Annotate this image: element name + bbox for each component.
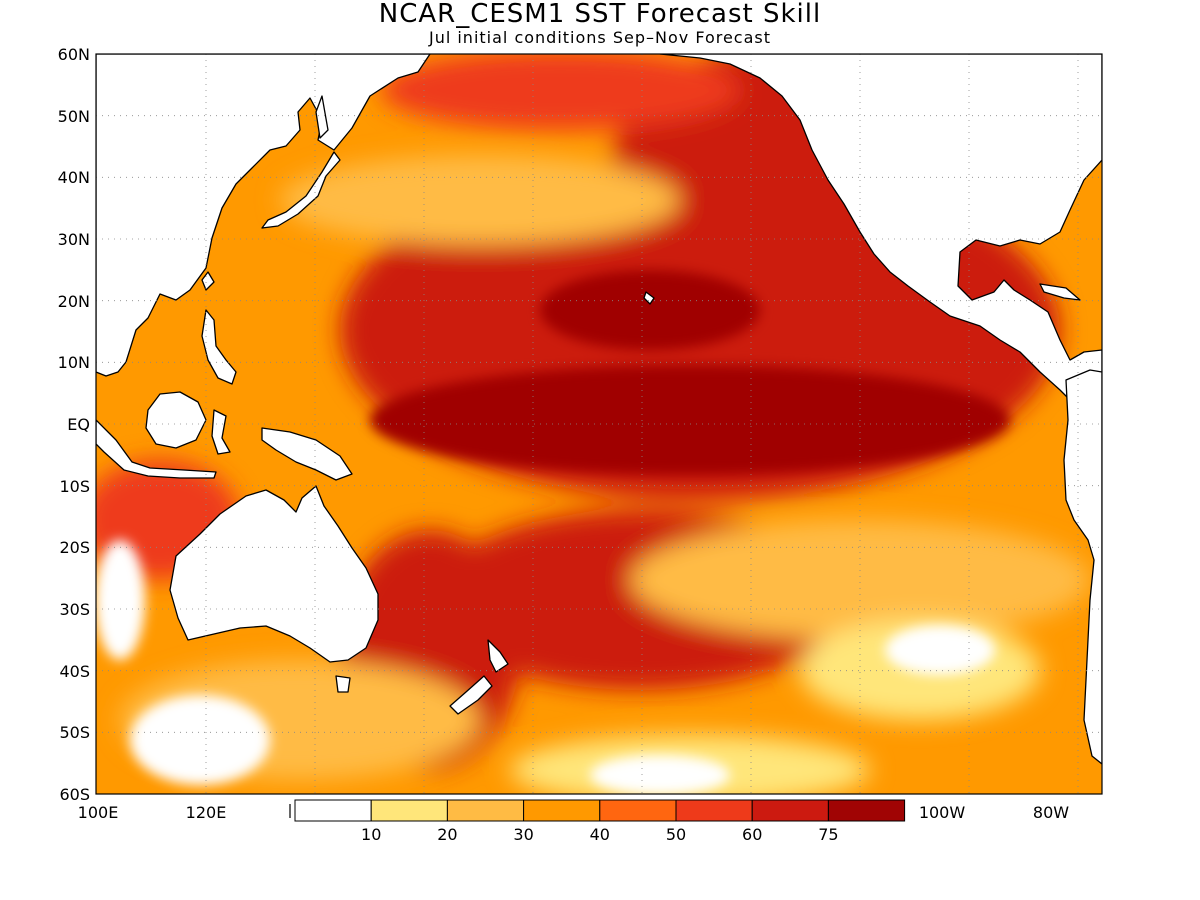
lon-tick-label: 100W — [919, 803, 966, 822]
new-guinea-land — [261, 427, 353, 481]
colorbar-label: 60 — [742, 825, 762, 844]
lat-tick-label: 30S — [59, 600, 90, 619]
lat-axis: 60N 50N 40N 30N 20N 10N EQ 10S 20S 30S 4… — [58, 45, 90, 804]
lat-tick-label: 50N — [58, 107, 90, 126]
lon-axis: 100E 120E 100W 80W — [78, 803, 1070, 822]
skill-peak-hawaii — [540, 270, 760, 350]
japan-land — [261, 151, 341, 229]
australia-land — [169, 485, 379, 663]
lat-tick-label: 40S — [59, 662, 90, 681]
asia-land — [96, 54, 431, 377]
skill-zone-kuroshio — [280, 155, 680, 245]
lat-tick-label: 60S — [59, 785, 90, 804]
colorbar: 10 20 30 40 50 60 75 — [285, 799, 906, 844]
colorbar-label: 75 — [818, 825, 838, 844]
lon-tick-label: 120E — [186, 803, 227, 822]
colorbar-label: 10 — [361, 825, 381, 844]
new-zealand-south-land — [449, 675, 493, 715]
skill-low-indian — [96, 540, 145, 660]
map-frame — [95, 53, 1103, 795]
chart-subtitle: Jul initial conditions Sep–Nov Forecast — [428, 28, 772, 47]
lat-tick-label: 10N — [58, 353, 90, 372]
sakhalin-land — [315, 95, 329, 139]
colorbar-label: 30 — [513, 825, 533, 844]
lat-tick-label: 50S — [59, 723, 90, 742]
skill-peak-equatorial — [370, 365, 1010, 475]
cuba-land — [1039, 283, 1081, 301]
skill-field — [96, 54, 1102, 794]
skill-zone-north — [380, 54, 740, 130]
colorbar-swatch — [294, 799, 372, 822]
tasmania-land — [335, 675, 351, 693]
colorbar-label: 50 — [666, 825, 686, 844]
lat-tick-label: 20N — [58, 292, 90, 311]
skill-low-south — [590, 755, 730, 794]
taiwan-land — [201, 271, 215, 291]
colorbar-swatch — [370, 799, 448, 822]
philippines-land — [201, 309, 237, 385]
north-america-land — [659, 54, 1102, 421]
colorbar-swatch — [599, 799, 677, 822]
hawaii-land — [643, 291, 655, 305]
lat-tick-label: 40N — [58, 168, 90, 187]
skill-zone-southeast — [630, 520, 1090, 640]
lat-tick-label: EQ — [67, 415, 90, 434]
skill-low-se — [885, 625, 995, 675]
colorbar-label: 20 — [437, 825, 457, 844]
sumatra-java-land — [96, 419, 217, 479]
colorbar-swatch — [446, 799, 525, 822]
lon-tick-label: 80W — [1033, 803, 1069, 822]
lat-tick-label: 10S — [59, 477, 90, 496]
new-zealand-north-land — [487, 639, 509, 673]
chart-title: NCAR_CESM1 SST Forecast Skill — [378, 0, 822, 29]
skill-low-sw — [130, 695, 270, 785]
colorbar-label: 40 — [590, 825, 610, 844]
colorbar-swatch — [827, 799, 906, 822]
colorbar-swatch — [675, 799, 753, 822]
south-america-land — [1063, 369, 1102, 765]
borneo-land — [145, 391, 207, 449]
colorbar-swatch — [523, 799, 601, 822]
lon-tick-label: 100E — [78, 803, 119, 822]
lat-tick-label: 20S — [59, 538, 90, 557]
colorbar-swatch — [751, 799, 829, 822]
lat-tick-label: 60N — [58, 45, 90, 64]
lat-tick-label: 30N — [58, 230, 90, 249]
sulawesi-land — [211, 409, 231, 455]
